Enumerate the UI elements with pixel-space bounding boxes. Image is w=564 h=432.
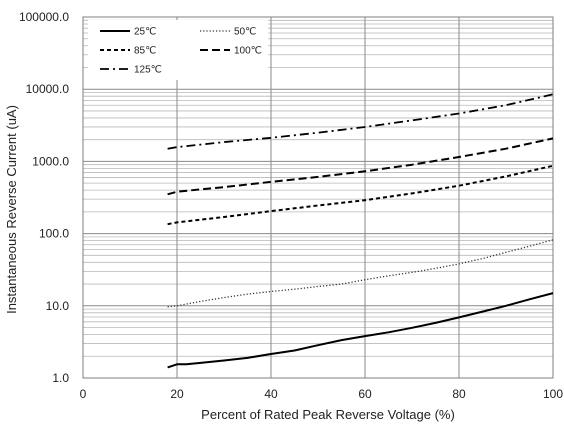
x-tick-label: 80	[452, 387, 466, 401]
y-axis-title: Instantaneous Reverse Current (uA)	[4, 105, 19, 314]
x-tick-label: 20	[170, 387, 184, 401]
legend-label-0: 25℃	[134, 27, 156, 38]
legend-label-3: 100℃	[234, 46, 262, 57]
y-tick-label: 1000.0	[32, 154, 69, 168]
x-axis-title: Percent of Rated Peak Reverse Voltage (%…	[201, 407, 455, 422]
y-tick-label: 100.0	[39, 227, 69, 241]
legend-label-1: 50℃	[234, 27, 256, 38]
x-tick-label: 100	[543, 387, 563, 401]
y-tick-label: 1.0	[52, 371, 69, 385]
legend-label-4: 125℃	[134, 65, 162, 76]
plot-border	[82, 16, 554, 379]
x-tick-label: 40	[264, 387, 278, 401]
x-tick-label: 0	[80, 387, 87, 401]
series-line-2	[167, 164, 554, 226]
y-tick-label: 10.0	[46, 299, 70, 313]
y-tick-label: 100000.0	[19, 10, 69, 24]
y-tick-label: 10000.0	[26, 82, 70, 96]
legend-label-2: 85℃	[134, 46, 156, 57]
x-tick-label: 60	[358, 387, 372, 401]
series-line-3	[167, 137, 554, 196]
series-line-4	[167, 93, 554, 150]
series-line-0	[167, 292, 554, 369]
